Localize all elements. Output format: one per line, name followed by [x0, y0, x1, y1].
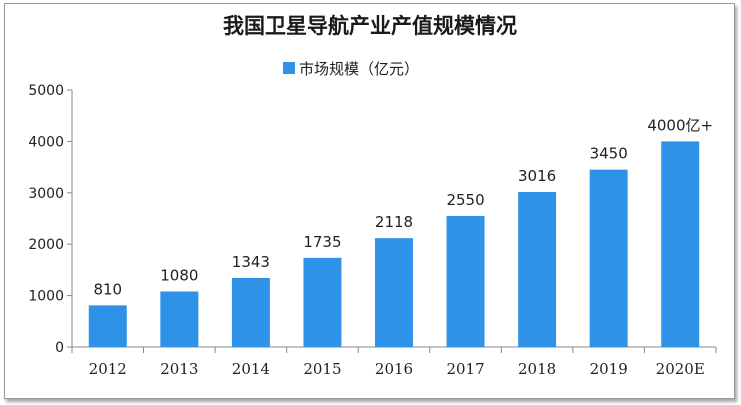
bar-2013: [160, 291, 199, 347]
data-label-2012: 810: [93, 280, 122, 298]
y-tick-label: 3000: [28, 186, 64, 202]
legend-swatch: [283, 62, 295, 74]
data-label-2014: 1343: [232, 253, 270, 271]
bar-2017: [446, 215, 485, 347]
chart-title: 我国卫星导航产业产值规模情况: [223, 13, 517, 38]
bar-2019: [589, 169, 628, 347]
bar-2018: [518, 191, 557, 347]
x-tick-label-2014: 2014: [232, 360, 270, 378]
data-label-2017: 2550: [446, 191, 484, 209]
data-label-2013: 1080: [160, 266, 198, 284]
x-tick-label-2012: 2012: [89, 360, 127, 378]
bar-2016: [375, 238, 413, 347]
x-tick-label-2013: 2013: [160, 360, 198, 378]
x-tick-label-2020E: 2020E: [656, 360, 705, 378]
legend-label: 市场规模（亿元）: [299, 60, 419, 78]
data-label-2015: 1735: [303, 233, 341, 251]
legend: 市场规模（亿元）: [283, 60, 419, 78]
data-label-2016: 2118: [375, 213, 413, 231]
x-tick-label-2018: 2018: [518, 360, 556, 378]
bar-2012: [88, 305, 127, 347]
y-tick-label: 4000: [28, 134, 64, 150]
data-labels: 810 1080 1343 1735 2118 2550 3016 3450 4000亿+: [93, 116, 713, 298]
y-tick-label: 1000: [28, 289, 64, 305]
x-tick-label-2017: 2017: [446, 360, 484, 378]
bar-2014: [231, 277, 270, 347]
x-tick-label-2015: 2015: [303, 360, 341, 378]
data-label-2018: 3016: [518, 167, 556, 185]
bars: [88, 141, 700, 347]
x-tick-label-2019: 2019: [590, 360, 628, 378]
bar-2015: [303, 257, 342, 347]
y-tick-label: 0: [55, 340, 64, 356]
x-tick-label-2016: 2016: [375, 360, 413, 378]
y-tick-label: 5000: [28, 83, 64, 99]
bar-2020E: [661, 141, 700, 347]
data-label-2020E: 4000亿+: [647, 116, 713, 134]
data-label-2019: 3450: [590, 145, 628, 163]
y-tick-label: 2000: [28, 237, 64, 253]
